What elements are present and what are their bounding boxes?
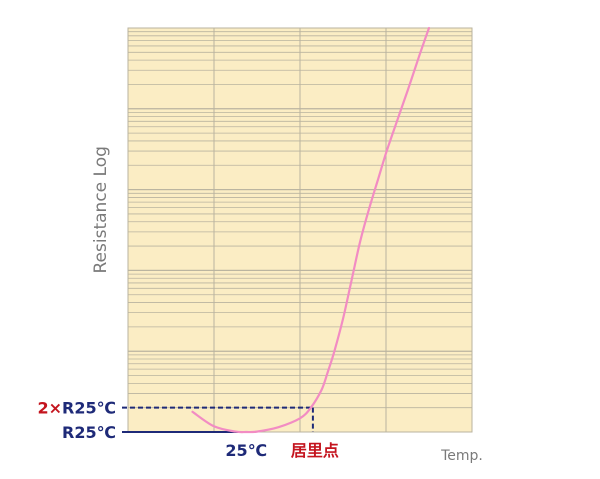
x-axis-label: Temp. — [440, 448, 483, 464]
resistance-curve — [191, 26, 431, 434]
vertical-grid — [213, 28, 387, 432]
y-axis-label: Resistance Log — [91, 146, 111, 273]
plot-frame — [127, 27, 473, 433]
r25-label: R25℃ — [62, 423, 116, 442]
r25x2-label-main: R25℃ — [62, 399, 116, 418]
r25x2-label: 2×R25℃ — [37, 399, 116, 418]
x-tick-25c: 25℃ — [225, 441, 267, 460]
x-tick-curie-point: 居里点 — [291, 441, 339, 460]
r25x2-label-prefix: 2× — [37, 399, 62, 418]
